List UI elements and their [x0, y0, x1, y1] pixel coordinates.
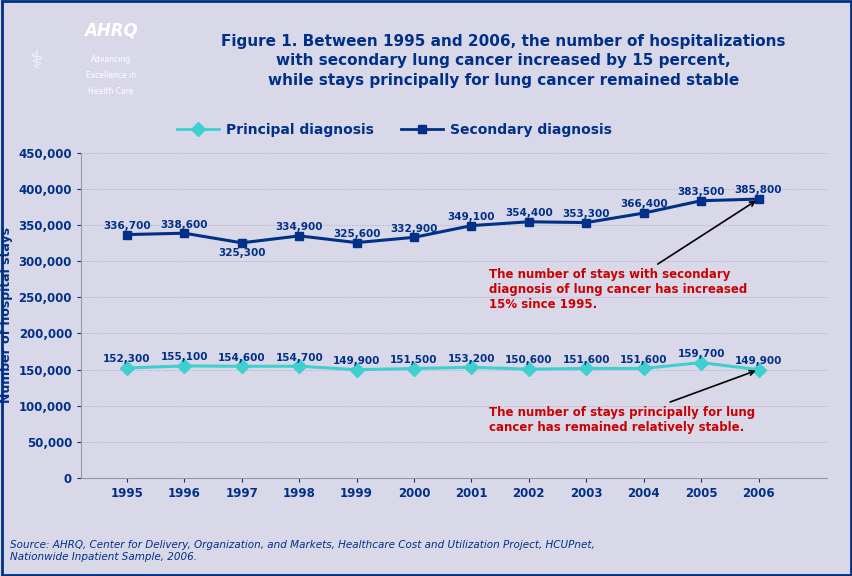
Text: 155,100: 155,100: [160, 353, 208, 362]
Text: Source: AHRQ, Center for Delivery, Organization, and Markets, Healthcare Cost an: Source: AHRQ, Center for Delivery, Organ…: [10, 540, 595, 562]
Text: 153,200: 153,200: [447, 354, 495, 363]
Text: 325,300: 325,300: [218, 248, 265, 258]
Text: The number of stays principally for lung
cancer has remained relatively stable.: The number of stays principally for lung…: [488, 371, 754, 434]
Text: 151,600: 151,600: [619, 355, 666, 365]
Text: Figure 1. Between 1995 and 2006, the number of hospitalizations
with secondary l: Figure 1. Between 1995 and 2006, the num…: [221, 33, 785, 88]
Text: 151,500: 151,500: [390, 355, 437, 365]
Text: 334,900: 334,900: [275, 222, 323, 232]
Text: 383,500: 383,500: [676, 187, 724, 197]
Text: 154,700: 154,700: [275, 353, 323, 362]
Text: ⚕: ⚕: [30, 50, 43, 74]
Text: Health Care: Health Care: [88, 86, 134, 96]
Text: AHRQ: AHRQ: [84, 21, 137, 40]
Text: 154,600: 154,600: [218, 353, 265, 363]
Text: 325,600: 325,600: [332, 229, 380, 239]
Text: 332,900: 332,900: [390, 223, 437, 234]
Text: 336,700: 336,700: [103, 221, 151, 231]
Text: The number of stays with secondary
diagnosis of lung cancer has increased
15% si: The number of stays with secondary diagn…: [488, 202, 754, 312]
Text: Advancing: Advancing: [90, 55, 131, 64]
Text: 354,400: 354,400: [504, 208, 552, 218]
Text: 338,600: 338,600: [160, 219, 208, 229]
Text: 353,300: 353,300: [561, 209, 609, 219]
Text: 149,900: 149,900: [734, 356, 781, 366]
Text: 159,700: 159,700: [676, 349, 724, 359]
Text: 385,800: 385,800: [734, 185, 781, 195]
Legend: Principal diagnosis, Secondary diagnosis: Principal diagnosis, Secondary diagnosis: [171, 118, 617, 142]
Text: 150,600: 150,600: [504, 355, 552, 366]
Text: 349,100: 349,100: [447, 212, 495, 222]
Text: 366,400: 366,400: [619, 199, 667, 210]
Text: 152,300: 152,300: [103, 354, 151, 364]
Text: 149,900: 149,900: [332, 356, 380, 366]
Y-axis label: Number of hospital stays: Number of hospital stays: [0, 228, 13, 403]
Text: Excellence in: Excellence in: [86, 71, 135, 80]
Text: 151,600: 151,600: [561, 355, 609, 365]
